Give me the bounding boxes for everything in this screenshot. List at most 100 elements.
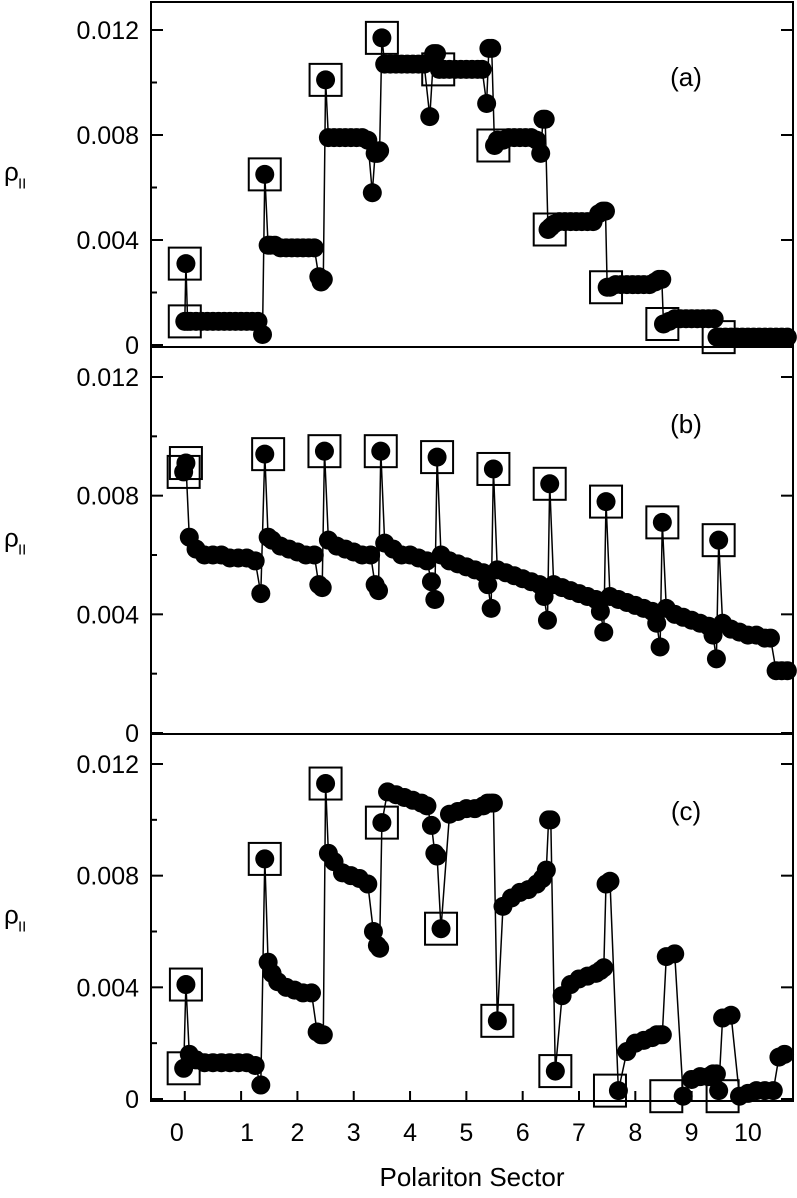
- data-point: [316, 774, 336, 794]
- y-axis-label-subscript: II: [18, 176, 26, 193]
- y-tick-label: 0.004: [76, 974, 139, 1002]
- data-point: [647, 613, 667, 633]
- box-marker: [247, 841, 282, 876]
- data-point: [477, 94, 497, 113]
- data-point: [483, 459, 503, 479]
- box-marker: [649, 1079, 684, 1114]
- data-point: [590, 601, 610, 621]
- y-tick-label: 0.004: [76, 227, 139, 255]
- data-point: [312, 578, 332, 598]
- box-marker: [166, 454, 201, 489]
- data-point: [302, 983, 321, 1003]
- box-marker: [168, 446, 203, 481]
- data-point: [536, 860, 556, 880]
- data-point: [255, 444, 275, 464]
- y-axis-label-subscript: II: [18, 919, 26, 936]
- data-point: [314, 441, 334, 461]
- data-point: [176, 254, 196, 274]
- data-point: [361, 545, 381, 565]
- y-axis-label-subscript: II: [18, 542, 26, 559]
- data-point: [652, 1025, 672, 1045]
- data-point: [304, 238, 324, 258]
- data-point: [313, 269, 333, 289]
- data-point: [245, 551, 265, 571]
- x-tick-label: 8: [628, 1119, 642, 1147]
- box-marker: [166, 1051, 201, 1086]
- data-point: [531, 143, 551, 163]
- data-point: [596, 492, 616, 512]
- data-point: [176, 453, 196, 473]
- data-point: [369, 581, 389, 601]
- panel-frame: [150, 346, 794, 735]
- y-tick-label: 0: [125, 332, 139, 360]
- x-tick-label: 7: [572, 1119, 586, 1147]
- data-point: [316, 70, 336, 90]
- box-marker: [420, 440, 455, 475]
- y-tick-label: 0.008: [76, 483, 139, 511]
- x-tick-label: 3: [347, 1119, 361, 1147]
- box-marker: [592, 1073, 627, 1108]
- panel-frame: [150, 1, 794, 348]
- data-point: [176, 975, 196, 995]
- data-point: [709, 530, 729, 550]
- box-marker: [532, 212, 567, 247]
- box-marker: [308, 766, 343, 801]
- panel-0: 0 0.004 0.008 0.012 ρ II (a): [4, 1, 797, 360]
- data-point: [608, 1081, 628, 1101]
- box-marker: [701, 523, 736, 558]
- data-point: [652, 269, 672, 289]
- data-point: [594, 622, 614, 642]
- data-point: [370, 141, 390, 161]
- y-tick-label: 0.012: [76, 751, 139, 779]
- data-point: [600, 871, 620, 891]
- box-marker: [251, 437, 286, 472]
- y-tick-label: 0.012: [76, 17, 139, 45]
- y-axis-label: ρ: [4, 900, 19, 930]
- box-marker: [363, 434, 398, 469]
- x-tick-label: 10: [734, 1119, 762, 1147]
- data-point: [431, 919, 451, 939]
- data-point: [371, 441, 391, 461]
- data-point: [425, 590, 445, 609]
- data-point: [760, 628, 780, 648]
- data-point: [255, 164, 275, 184]
- box-marker: [645, 505, 680, 540]
- x-tick-label: 0: [170, 1119, 184, 1147]
- data-point: [483, 793, 503, 813]
- data-point: [650, 637, 670, 657]
- y-tick-label: 0.008: [76, 122, 139, 150]
- data-point: [472, 59, 492, 79]
- data-point: [251, 584, 271, 604]
- box-marker: [247, 157, 282, 192]
- data-point: [253, 325, 273, 344]
- x-tick-label: 1: [240, 1119, 254, 1147]
- x-axis-label: Polariton Sector: [380, 1162, 565, 1192]
- box-marker: [168, 967, 203, 1002]
- box-marker: [424, 911, 459, 946]
- data-point: [709, 1081, 729, 1101]
- box-marker: [538, 1054, 573, 1089]
- y-axis-label: ρ: [4, 523, 19, 553]
- y-tick-label: 0: [125, 720, 139, 748]
- box-marker: [480, 1003, 515, 1038]
- data-point: [372, 813, 392, 833]
- data-point: [777, 327, 797, 347]
- y-axis-label: ρ: [4, 157, 19, 187]
- box-marker: [476, 128, 511, 163]
- x-tick-label: 2: [290, 1119, 304, 1147]
- data-point: [706, 649, 726, 669]
- data-point: [487, 1011, 507, 1031]
- box-marker: [589, 270, 624, 305]
- data-point: [540, 474, 560, 494]
- box-marker: [167, 304, 202, 339]
- series-line: [182, 783, 785, 1100]
- panel-frame: [150, 733, 794, 1102]
- x-tick-label: 5: [459, 1119, 473, 1147]
- data-point: [245, 1056, 265, 1075]
- box-marker: [308, 62, 343, 97]
- data-point: [421, 572, 441, 592]
- data-point: [706, 1064, 726, 1084]
- box-marker: [167, 246, 202, 281]
- data-point: [370, 938, 390, 958]
